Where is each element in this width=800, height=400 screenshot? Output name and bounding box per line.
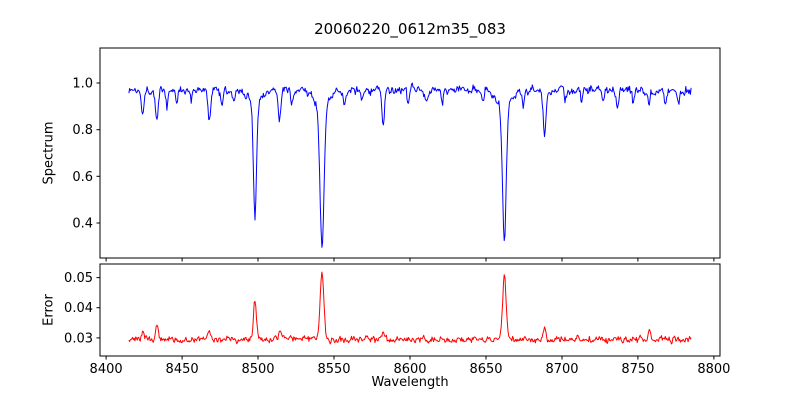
- x-tick-label: 8650: [469, 362, 502, 377]
- x-tick-label: 8700: [545, 362, 578, 377]
- error-line: [128, 271, 692, 345]
- x-tick-label: 8400: [90, 362, 123, 377]
- x-tick-label: 8800: [697, 362, 730, 377]
- y-axis-label-spectrum: Spectrum: [41, 121, 57, 185]
- y-tick-label: 0.03: [64, 331, 93, 346]
- chart-title: 20060220_0612m35_083: [314, 20, 506, 38]
- y-tick-label: 0.8: [72, 123, 93, 138]
- top-panel-frame: [99, 47, 721, 259]
- y-tick-label: 0.6: [72, 170, 93, 185]
- x-tick-label: 8750: [621, 362, 654, 377]
- x-tick-label: 8550: [317, 362, 350, 377]
- x-tick-label: 8600: [393, 362, 426, 377]
- y-tick-label: 0.05: [64, 271, 93, 286]
- x-tick-label: 8450: [166, 362, 199, 377]
- x-axis-label: Wavelength: [371, 375, 449, 390]
- y-tick-label: 0.4: [72, 217, 93, 232]
- y-tick-label: 1.0: [72, 77, 93, 92]
- x-tick-label: 8500: [241, 362, 274, 377]
- spectrum-line: [128, 82, 692, 248]
- y-axis-label-error: Error: [41, 294, 57, 326]
- y-tick-label: 0.04: [64, 301, 93, 316]
